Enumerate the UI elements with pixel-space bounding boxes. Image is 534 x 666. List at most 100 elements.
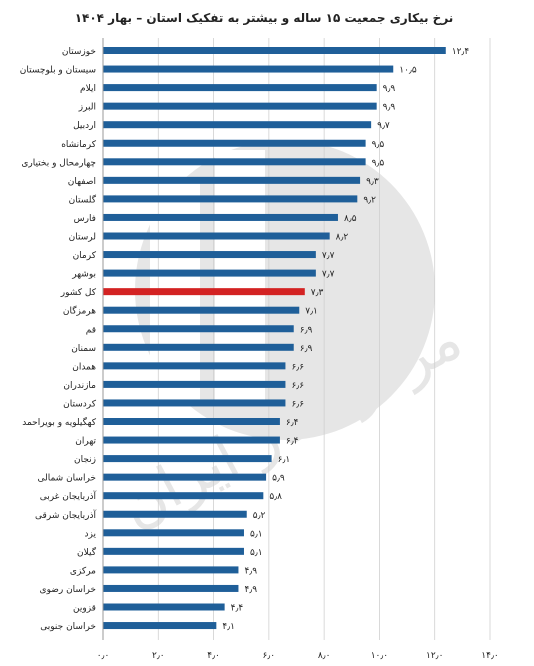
value-label: ۷٫۱ <box>305 307 318 317</box>
value-label: ۴٫۹ <box>244 585 257 595</box>
value-label: ۹٫۹ <box>383 103 396 113</box>
bar <box>103 269 316 277</box>
category-label: آذربایجان شرقی <box>35 509 96 521</box>
category-label: فارس <box>74 214 96 224</box>
category-label: آذربایجان غربی <box>40 490 97 502</box>
value-label: ۴٫۴ <box>231 604 244 614</box>
category-label: قم <box>86 325 96 335</box>
category-label: تهران <box>75 437 96 447</box>
value-label: ۶٫۴ <box>286 418 299 428</box>
bar <box>103 492 264 500</box>
category-label: بوشهر <box>71 270 96 280</box>
category-label: اصفهان <box>68 177 96 187</box>
value-label: ۶٫۶ <box>291 381 304 391</box>
category-label: ایلام <box>80 84 96 94</box>
bar <box>103 399 286 407</box>
value-label: ۶٫۹ <box>300 344 313 354</box>
value-label: ۶٫۴ <box>286 437 299 447</box>
chart-title: نرخ بیکاری جمعیت ۱۵ ساله و بیشتر به تفکی… <box>75 11 454 26</box>
bar <box>103 566 239 574</box>
value-label: ۹٫۳ <box>366 177 379 187</box>
category-label: کهگیلویه و بویراحمد <box>22 416 96 428</box>
value-label: ۹٫۵ <box>372 158 385 168</box>
category-label: سمنان <box>71 344 96 354</box>
bar <box>103 121 372 129</box>
category-label: هرمزگان <box>63 305 96 317</box>
value-label: ۶٫۹ <box>300 325 313 335</box>
x-tick-label: ۸٫۰ <box>318 651 331 661</box>
category-label: گلستان <box>69 193 97 205</box>
bar <box>103 380 286 388</box>
value-label: ۶٫۶ <box>291 399 304 409</box>
bar <box>103 584 239 592</box>
value-label: ۹٫۲ <box>363 195 376 205</box>
category-label: قزوین <box>73 604 96 614</box>
bar <box>103 195 358 203</box>
category-label: مرکزی <box>70 566 96 576</box>
value-label: ۷٫۳ <box>311 288 324 298</box>
bar <box>103 213 338 221</box>
category-label: مازندران <box>63 381 96 391</box>
value-label: ۷٫۷ <box>322 270 335 280</box>
category-label: زنجان <box>74 455 96 465</box>
x-tick-label: ۰٫۰ <box>97 651 110 661</box>
bar <box>103 473 267 481</box>
bar <box>103 603 225 611</box>
bar-highlight <box>103 288 305 296</box>
category-label: اردبیل <box>73 121 96 131</box>
category-label: خراسان شمالی <box>37 474 96 484</box>
value-label: ۱۰٫۵ <box>399 66 417 76</box>
bar <box>103 362 286 370</box>
x-tick-label: ۲٫۰ <box>152 651 165 661</box>
bar <box>103 84 377 92</box>
category-label: گیلان <box>77 546 97 558</box>
bar <box>103 251 316 259</box>
category-label: همدان <box>72 362 96 372</box>
bar <box>103 418 280 425</box>
value-label: ۸٫۵ <box>344 214 357 224</box>
value-label: ۶٫۱ <box>278 455 291 465</box>
value-label: ۶٫۶ <box>291 362 304 372</box>
x-tick-label: ۱۰٫۰ <box>371 651 388 661</box>
category-label: خراسان جنوبی <box>40 622 96 632</box>
category-label: لرستان <box>69 233 96 243</box>
category-label: کل کشور <box>60 288 97 298</box>
bar <box>103 622 217 630</box>
category-label: کرمانشاه <box>61 140 97 150</box>
x-tick-label: ۱۴٫۰ <box>481 651 498 661</box>
x-tick-label: ۶٫۰ <box>263 651 276 661</box>
bar <box>103 529 244 537</box>
bar <box>103 158 366 166</box>
bars: خوزستان ۱۲٫۴ سیستان و بلوچستان ۱۰٫۵ ایلام ۹٫۹… <box>20 47 470 632</box>
category-label: کرمان <box>73 251 97 261</box>
category-label: سیستان و بلوچستان <box>20 66 96 76</box>
bar <box>103 102 377 110</box>
bar <box>103 139 366 147</box>
value-label: ۷٫۷ <box>322 251 335 261</box>
bar <box>103 232 330 240</box>
x-axis: ۰٫۰ ۲٫۰ ۴٫۰ ۶٫۰ ۸٫۰ ۱۰٫۰ ۱۲٫۰ ۱۴٫۰ <box>97 38 499 661</box>
value-label: ۴٫۱ <box>222 622 235 632</box>
x-tick-label: ۱۲٫۰ <box>426 651 443 661</box>
value-label: ۹٫۵ <box>372 140 385 150</box>
bar <box>103 436 280 444</box>
bar <box>103 343 294 351</box>
category-label: البرز <box>78 103 96 113</box>
bar <box>103 47 446 54</box>
bar <box>103 510 247 518</box>
category-label: چهارمحال و بختیاری <box>21 158 96 168</box>
value-label: ۵٫۹ <box>272 474 285 484</box>
value-label: ۹٫۹ <box>383 84 396 94</box>
category-label: یزد <box>85 529 97 539</box>
category-label: خوزستان <box>62 47 96 57</box>
value-label: ۱۲٫۴ <box>452 47 470 57</box>
bar <box>103 325 294 333</box>
category-label: کردستان <box>63 399 97 409</box>
value-label: ۵٫۱ <box>250 548 263 558</box>
value-label: ۹٫۷ <box>377 121 390 131</box>
value-label: ۵٫۲ <box>253 511 266 521</box>
value-label: ۸٫۲ <box>336 233 349 243</box>
bar <box>103 547 244 555</box>
bar <box>103 65 394 73</box>
